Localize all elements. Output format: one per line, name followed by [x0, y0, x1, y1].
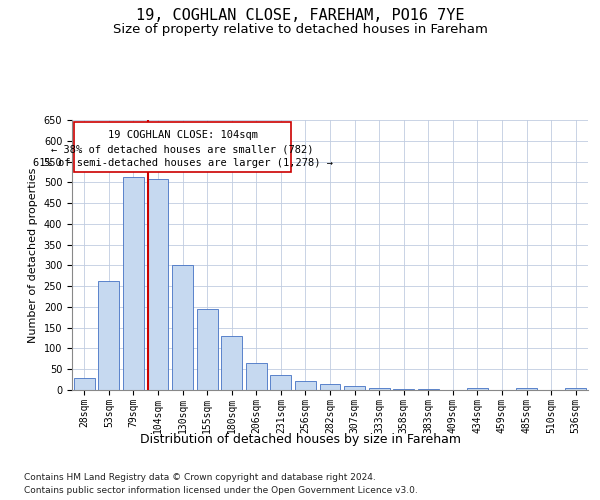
Bar [320, 384, 340, 390]
Bar [516, 388, 537, 390]
Bar [344, 386, 365, 390]
Text: 61% of semi-detached houses are larger (1,278) →: 61% of semi-detached houses are larger (… [32, 158, 332, 168]
Bar [271, 374, 292, 390]
Text: Distribution of detached houses by size in Fareham: Distribution of detached houses by size … [139, 432, 461, 446]
Text: Size of property relative to detached houses in Fareham: Size of property relative to detached ho… [113, 22, 487, 36]
Bar [172, 265, 193, 390]
Bar [74, 378, 95, 390]
Bar [393, 389, 414, 390]
Text: 19 COGHLAN CLOSE: 104sqm: 19 COGHLAN CLOSE: 104sqm [107, 130, 257, 140]
Text: Contains public sector information licensed under the Open Government Licence v3: Contains public sector information licen… [24, 486, 418, 495]
Bar [221, 336, 242, 390]
Text: Contains HM Land Registry data © Crown copyright and database right 2024.: Contains HM Land Registry data © Crown c… [24, 472, 376, 482]
Bar [197, 308, 218, 390]
Bar [123, 177, 144, 390]
Bar [368, 388, 389, 390]
Bar [467, 388, 488, 390]
Bar [418, 389, 439, 390]
Bar [295, 382, 316, 390]
Bar [246, 364, 267, 390]
FancyBboxPatch shape [74, 122, 290, 172]
Y-axis label: Number of detached properties: Number of detached properties [28, 168, 38, 342]
Bar [148, 179, 169, 390]
Text: 19, COGHLAN CLOSE, FAREHAM, PO16 7YE: 19, COGHLAN CLOSE, FAREHAM, PO16 7YE [136, 8, 464, 22]
Text: ← 38% of detached houses are smaller (782): ← 38% of detached houses are smaller (78… [52, 144, 314, 154]
Bar [98, 281, 119, 390]
Bar [565, 388, 586, 390]
